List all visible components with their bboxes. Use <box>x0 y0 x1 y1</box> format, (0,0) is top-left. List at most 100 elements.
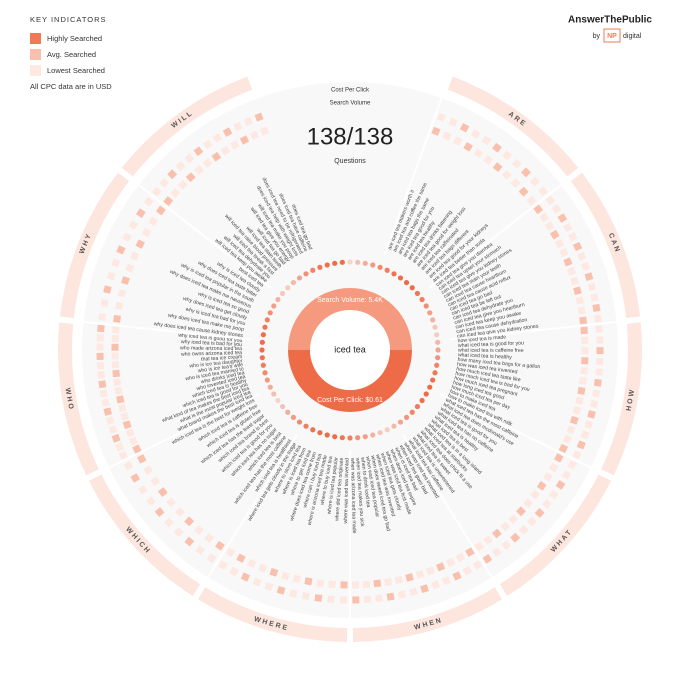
cpc-label: Cost Per Click: $0.61 <box>317 397 383 404</box>
volume-half <box>288 288 412 350</box>
metric-box <box>351 581 360 589</box>
metric-box <box>436 112 446 122</box>
metric-box <box>163 196 174 206</box>
ring-dot <box>435 339 441 345</box>
metric-box <box>143 196 154 207</box>
legend-item: Lowest Searched <box>47 66 105 75</box>
question: what iced tea is good for you <box>458 340 524 349</box>
metric-box <box>177 179 188 190</box>
metric-box <box>159 177 170 188</box>
metric-box <box>435 562 446 572</box>
metric-box <box>137 484 148 495</box>
sector-divider <box>402 434 493 578</box>
category-label: WHO <box>64 388 75 412</box>
metric-box <box>106 271 116 281</box>
metric-box <box>459 123 470 133</box>
metric-box <box>304 577 313 586</box>
metric-box <box>481 135 492 146</box>
metric-box <box>96 352 104 360</box>
question: where was iced tea invented <box>343 458 351 524</box>
metric-box <box>154 507 165 517</box>
metric-box <box>558 443 569 454</box>
question: why iced tea is good for you <box>178 333 243 345</box>
metric-box <box>587 410 596 419</box>
ring-dot <box>377 264 383 270</box>
metric-box <box>567 460 577 470</box>
metric-box <box>557 213 568 223</box>
question: why iced tea is bad for you <box>181 339 243 348</box>
ring-dot <box>435 355 441 361</box>
metric-box <box>549 489 559 500</box>
metric-box <box>425 566 435 576</box>
metric-box <box>157 487 168 497</box>
metric-box <box>97 324 105 333</box>
ring-dot <box>262 370 268 376</box>
metric-box <box>362 580 371 589</box>
metric-box <box>103 285 112 294</box>
metric-box <box>328 580 336 589</box>
metric-box <box>150 476 161 487</box>
category-ring <box>447 76 579 177</box>
metric-box <box>111 258 121 268</box>
metric-box <box>114 386 123 395</box>
metric-box <box>510 178 521 188</box>
metric-box <box>166 497 176 508</box>
ring-dot <box>397 275 404 281</box>
metric-box <box>116 395 125 404</box>
metric-box <box>473 148 484 158</box>
metric-box <box>122 232 132 242</box>
metric-box <box>143 465 153 476</box>
metric-box <box>577 251 587 261</box>
metric-box <box>470 129 481 139</box>
metric-box <box>445 557 456 568</box>
ring-dot <box>355 259 361 265</box>
metric-box <box>431 580 440 590</box>
metric-box <box>101 398 110 407</box>
metric-box <box>542 499 552 509</box>
metric-box <box>258 563 268 573</box>
ring-dot <box>423 303 429 309</box>
metric-box <box>545 195 556 206</box>
metric-box <box>225 547 236 558</box>
ring-dot <box>332 260 338 266</box>
ring-dot <box>279 403 286 410</box>
category-ring <box>499 474 612 596</box>
metric-box <box>518 524 529 535</box>
metric-box <box>111 352 119 360</box>
metric-box <box>397 590 407 599</box>
metric-box <box>98 380 107 389</box>
metric-box <box>236 553 246 563</box>
metric-box <box>301 591 310 601</box>
metric-box <box>580 326 588 335</box>
ring-dot <box>260 362 266 368</box>
metric-box <box>572 406 582 415</box>
metric-box <box>137 454 147 464</box>
ring-dot <box>259 339 265 345</box>
metric-box <box>595 368 603 376</box>
metric-box <box>264 582 274 591</box>
metric-box <box>462 566 473 576</box>
ring-dot <box>355 435 361 441</box>
metric-box <box>409 587 418 597</box>
metric-box <box>501 169 512 180</box>
ring-dot <box>303 271 309 277</box>
metric-box <box>174 507 185 518</box>
metric-box <box>135 239 145 249</box>
brand-name: AnswerThePublic <box>568 15 652 26</box>
metric-box <box>113 378 122 387</box>
metric-box <box>579 316 588 325</box>
metric-box <box>542 472 553 482</box>
question-count: 138/138 <box>307 123 394 150</box>
metric-box <box>581 261 591 271</box>
metric-box <box>523 498 534 509</box>
ring-dot <box>310 267 316 273</box>
metric-box <box>576 440 586 450</box>
metric-box <box>572 450 582 460</box>
metric-box <box>128 220 139 230</box>
metric-box <box>252 577 262 587</box>
sector-divider <box>428 184 562 290</box>
metric-box <box>184 516 195 527</box>
question-unit: Questions <box>334 158 366 165</box>
metric-box <box>111 334 119 343</box>
metric-box <box>405 573 414 582</box>
